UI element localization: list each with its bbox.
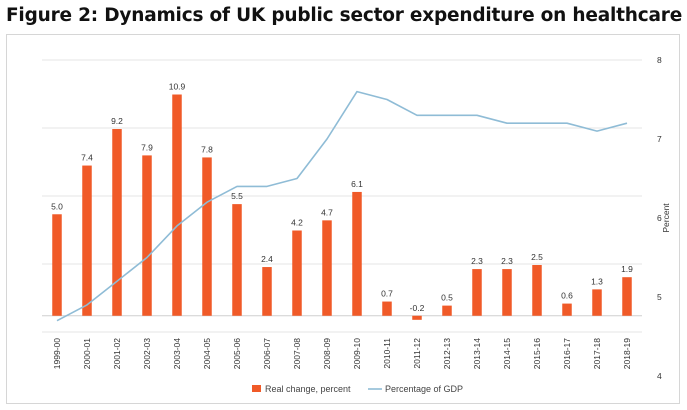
data-label-2011-12: -0.2: [410, 303, 425, 313]
bar-2002-03: [142, 155, 152, 316]
data-labels: 5.0 7.4 9.2 7.9 10.9 7.8 5.5 2.4 4.2 4.7 6.1 0.7 -0.…: [51, 82, 633, 313]
bar-2008-09: [322, 220, 332, 316]
x-tick-1999-00: 1999-00: [52, 338, 62, 369]
data-label-2016-17: 0.6: [561, 291, 573, 301]
x-tick-2010-11: 2010-11: [382, 338, 392, 369]
chart-title: Figure 2: Dynamics of UK public sector e…: [6, 5, 683, 26]
legend-label-real-change: Real change, percent: [265, 384, 351, 394]
x-tick-2012-13: 2012-13: [442, 338, 452, 369]
x-tick-2009-10: 2009-10: [352, 338, 362, 369]
data-label-2009-10: 6.1: [351, 179, 363, 189]
x-tick-2003-04: 2003-04: [172, 338, 182, 369]
data-label-2001-02: 9.2: [111, 116, 123, 126]
line-series: [56, 90, 628, 322]
x-tick-2013-14: 2013-14: [472, 338, 482, 369]
bar-2016-17: [562, 303, 572, 316]
x-tick-2004-05: 2004-05: [202, 338, 212, 369]
x-tick-2008-09: 2008-09: [322, 338, 332, 369]
x-tick-2000-01: 2000-01: [82, 338, 92, 369]
data-label-2008-09: 4.7: [321, 207, 333, 217]
right-tick-4: 4: [657, 371, 662, 381]
data-label-2017-18: 1.3: [591, 276, 603, 286]
data-label-1999-00: 5.0: [51, 201, 63, 211]
right-axis-ticks: 4 5 6 7 8: [657, 55, 662, 381]
bar-2009-10: [352, 191, 362, 316]
bar-2017-18: [592, 289, 602, 316]
bar-2006-07: [262, 267, 272, 316]
right-tick-6: 6: [657, 213, 662, 223]
bar-2005-06: [232, 204, 242, 316]
x-tick-2001-02: 2001-02: [112, 338, 122, 369]
data-label-2005-06: 5.5: [231, 191, 243, 201]
x-axis-ticks: 1999-00 2000-01 2001-02 2002-03 2003-04 2004-…: [52, 338, 632, 369]
line-percentage-of-gdp: [56, 90, 628, 322]
data-label-2002-03: 7.9: [141, 142, 153, 152]
x-tick-2005-06: 2005-06: [232, 338, 242, 369]
data-label-2004-05: 7.8: [201, 144, 213, 154]
legend-swatch-bar: [252, 385, 261, 392]
gridlines: [42, 59, 642, 333]
data-label-2018-19: 1.9: [621, 264, 633, 274]
legend: Real change, percent Percentage of GDP: [252, 384, 463, 394]
data-label-2006-07: 2.4: [261, 254, 273, 264]
data-label-2000-01: 7.4: [81, 153, 93, 163]
bar-2013-14: [472, 269, 482, 316]
data-label-2015-16: 2.5: [531, 252, 543, 262]
x-tick-2018-19: 2018-19: [622, 338, 632, 369]
right-tick-5: 5: [657, 292, 662, 302]
bar-2004-05: [202, 157, 212, 316]
x-tick-2016-17: 2016-17: [562, 338, 572, 369]
bar-2003-04: [172, 94, 182, 316]
x-tick-2015-16: 2015-16: [532, 338, 542, 369]
bar-2001-02: [112, 129, 122, 316]
x-tick-2011-12: 2011-12: [412, 338, 422, 369]
bar-2012-13: [442, 305, 452, 316]
data-label-2013-14: 2.3: [471, 256, 483, 266]
right-tick-8: 8: [657, 55, 662, 65]
chart-frame: [6, 34, 680, 404]
bar-2010-11: [382, 301, 392, 316]
bar-1999-00: [52, 214, 62, 316]
legend-label-gdp: Percentage of GDP: [385, 384, 463, 394]
bar-series: [52, 94, 632, 320]
bar-2011-12: [412, 315, 422, 320]
x-tick-2002-03: 2002-03: [142, 338, 152, 369]
data-label-2010-11: 0.7: [381, 289, 393, 299]
data-label-2007-08: 4.2: [291, 218, 303, 228]
right-tick-7: 7: [657, 134, 662, 144]
right-axis-label: Percent: [661, 203, 671, 233]
bar-2007-08: [292, 230, 302, 316]
x-tick-2014-15: 2014-15: [502, 338, 512, 369]
data-label-2012-13: 0.5: [441, 293, 453, 303]
x-tick-2017-18: 2017-18: [592, 338, 602, 369]
bar-2000-01: [82, 165, 92, 316]
bar-2014-15: [502, 269, 512, 316]
bar-2018-19: [622, 277, 632, 316]
data-label-2003-04: 10.9: [169, 82, 186, 92]
x-tick-2006-07: 2006-07: [262, 338, 272, 369]
data-label-2014-15: 2.3: [501, 256, 513, 266]
x-tick-2007-08: 2007-08: [292, 338, 302, 369]
bar-2015-16: [532, 265, 542, 316]
